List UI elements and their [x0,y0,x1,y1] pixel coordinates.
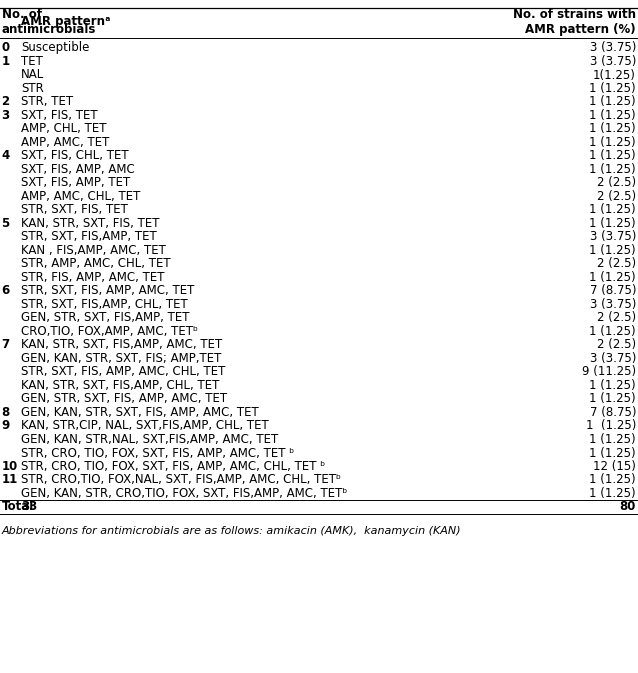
Text: STR, AMP, AMC, CHL, TET: STR, AMP, AMC, CHL, TET [21,258,170,271]
Text: 1 (1.25): 1 (1.25) [590,446,636,460]
Text: 1 (1.25): 1 (1.25) [590,474,636,487]
Text: KAN , FIS,AMP, AMC, TET: KAN , FIS,AMP, AMC, TET [21,244,166,257]
Text: 2 (2.5): 2 (2.5) [597,190,636,203]
Text: STR, SXT, FIS,AMP, CHL, TET: STR, SXT, FIS,AMP, CHL, TET [21,298,188,311]
Text: 1 (1.25): 1 (1.25) [590,325,636,338]
Text: 1 (1.25): 1 (1.25) [590,244,636,257]
Text: 1 (1.25): 1 (1.25) [590,217,636,230]
Text: 4: 4 [1,149,10,162]
Text: 7: 7 [1,339,10,351]
Text: 7 (8.75): 7 (8.75) [590,406,636,419]
Text: Abbreviations for antimicrobials are as follows: amikacin (AMK),  kanamycin (KAN: Abbreviations for antimicrobials are as … [1,526,461,536]
Text: STR, TET: STR, TET [21,96,73,108]
Text: 3: 3 [1,109,10,122]
Text: AMP, AMC, TET: AMP, AMC, TET [21,136,109,149]
Text: SXT, FIS, AMP, TET: SXT, FIS, AMP, TET [21,176,130,190]
Text: GEN, KAN, STR, SXT, FIS, AMP, AMC, TET: GEN, KAN, STR, SXT, FIS, AMP, AMC, TET [21,406,259,419]
Text: KAN, STR, SXT, FIS,AMP, AMC, TET: KAN, STR, SXT, FIS,AMP, AMC, TET [21,339,222,351]
Text: KAN, STR, SXT, FIS,AMP, CHL, TET: KAN, STR, SXT, FIS,AMP, CHL, TET [21,379,219,392]
Text: 1 (1.25): 1 (1.25) [590,271,636,284]
Text: 9 (11.25): 9 (11.25) [582,365,636,378]
Text: 1 (1.25): 1 (1.25) [590,203,636,217]
Text: STR, CRO, TIO, FOX, SXT, FIS, AMP, AMC, CHL, TET ᵇ: STR, CRO, TIO, FOX, SXT, FIS, AMP, AMC, … [21,460,325,473]
Text: 80: 80 [619,501,636,513]
Text: SXT, FIS, CHL, TET: SXT, FIS, CHL, TET [21,149,129,162]
Text: 1 (1.25): 1 (1.25) [590,136,636,149]
Text: 1 (1.25): 1 (1.25) [590,122,636,135]
Text: GEN, STR, SXT, FIS,AMP, TET: GEN, STR, SXT, FIS,AMP, TET [21,312,189,324]
Text: STR, SXT, FIS, TET: STR, SXT, FIS, TET [21,203,128,217]
Text: 1 (1.25): 1 (1.25) [590,96,636,108]
Text: GEN, STR, SXT, FIS, AMP, AMC, TET: GEN, STR, SXT, FIS, AMP, AMC, TET [21,392,227,406]
Text: 1 (1.25): 1 (1.25) [590,487,636,500]
Text: 33: 33 [21,501,37,513]
Text: 3 (3.75): 3 (3.75) [590,352,636,365]
Text: 1 (1.25): 1 (1.25) [590,433,636,446]
Text: 1(1.25): 1(1.25) [593,69,636,81]
Text: 5: 5 [1,217,10,230]
Text: 3 (3.75): 3 (3.75) [590,55,636,68]
Text: SXT, FIS, AMP, AMC: SXT, FIS, AMP, AMC [21,163,135,176]
Text: 3 (3.75): 3 (3.75) [590,298,636,311]
Text: 1 (1.25): 1 (1.25) [590,392,636,406]
Text: 1: 1 [1,55,10,68]
Text: 12 (15): 12 (15) [593,460,636,473]
Text: 1 (1.25): 1 (1.25) [590,379,636,392]
Text: GEN, KAN, STR,NAL, SXT,FIS,AMP, AMC, TET: GEN, KAN, STR,NAL, SXT,FIS,AMP, AMC, TET [21,433,278,446]
Text: 0: 0 [1,42,10,55]
Text: 1  (1.25): 1 (1.25) [586,419,636,433]
Text: 2: 2 [1,96,10,108]
Text: 1 (1.25): 1 (1.25) [590,109,636,122]
Text: 1 (1.25): 1 (1.25) [590,82,636,95]
Text: KAN, STR, SXT, FIS, TET: KAN, STR, SXT, FIS, TET [21,217,160,230]
Text: STR, CRO,TIO, FOX,NAL, SXT, FIS,AMP, AMC, CHL, TETᵇ: STR, CRO,TIO, FOX,NAL, SXT, FIS,AMP, AMC… [21,474,341,487]
Text: 7 (8.75): 7 (8.75) [590,285,636,297]
Text: 2 (2.5): 2 (2.5) [597,176,636,190]
Text: 11: 11 [1,474,18,487]
Text: NAL: NAL [21,69,44,81]
Text: STR, SXT, FIS, AMP, AMC, CHL, TET: STR, SXT, FIS, AMP, AMC, CHL, TET [21,365,225,378]
Text: GEN, KAN, STR, SXT, FIS; AMP,TET: GEN, KAN, STR, SXT, FIS; AMP,TET [21,352,221,365]
Text: 1 (1.25): 1 (1.25) [590,163,636,176]
Text: 2 (2.5): 2 (2.5) [597,339,636,351]
Text: TET: TET [21,55,43,68]
Text: STR, SXT, FIS,AMP, TET: STR, SXT, FIS,AMP, TET [21,230,157,244]
Text: 2 (2.5): 2 (2.5) [597,258,636,271]
Text: GEN, KAN, STR, CRO,TIO, FOX, SXT, FIS,AMP, AMC, TETᵇ: GEN, KAN, STR, CRO,TIO, FOX, SXT, FIS,AM… [21,487,347,500]
Text: Susceptible: Susceptible [21,42,89,55]
Text: SXT, FIS, TET: SXT, FIS, TET [21,109,98,122]
Text: 9: 9 [1,419,10,433]
Text: Total: Total [1,501,34,513]
Text: AMR patternᵃ: AMR patternᵃ [21,15,110,28]
Text: STR, FIS, AMP, AMC, TET: STR, FIS, AMP, AMC, TET [21,271,165,284]
Text: 2 (2.5): 2 (2.5) [597,312,636,324]
Text: KAN, STR,CIP, NAL, SXT,FIS,AMP, CHL, TET: KAN, STR,CIP, NAL, SXT,FIS,AMP, CHL, TET [21,419,269,433]
Text: STR: STR [21,82,44,95]
Text: 10: 10 [1,460,18,473]
Text: CRO,TIO, FOX,AMP, AMC, TETᵇ: CRO,TIO, FOX,AMP, AMC, TETᵇ [21,325,198,338]
Text: 6: 6 [1,285,10,297]
Text: STR, CRO, TIO, FOX, SXT, FIS, AMP, AMC, TET ᵇ: STR, CRO, TIO, FOX, SXT, FIS, AMP, AMC, … [21,446,294,460]
Text: 1 (1.25): 1 (1.25) [590,149,636,162]
Text: AMP, CHL, TET: AMP, CHL, TET [21,122,107,135]
Text: No. of
antimicrobials: No. of antimicrobials [1,8,96,36]
Text: 3 (3.75): 3 (3.75) [590,42,636,55]
Text: 3 (3.75): 3 (3.75) [590,230,636,244]
Text: 8: 8 [1,406,10,419]
Text: AMP, AMC, CHL, TET: AMP, AMC, CHL, TET [21,190,140,203]
Text: STR, SXT, FIS, AMP, AMC, TET: STR, SXT, FIS, AMP, AMC, TET [21,285,195,297]
Text: No. of strains with
AMR pattern (%): No. of strains with AMR pattern (%) [513,8,636,36]
